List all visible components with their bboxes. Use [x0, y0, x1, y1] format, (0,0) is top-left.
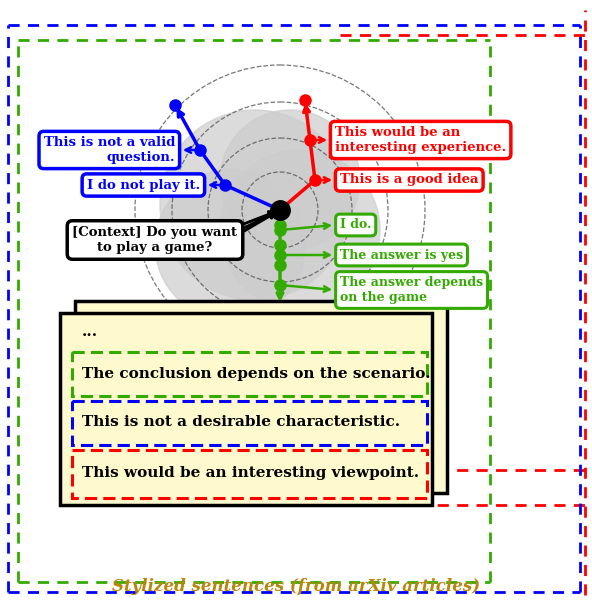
- Text: The conclusion depends on the scenario.: The conclusion depends on the scenario.: [82, 367, 430, 381]
- Circle shape: [160, 110, 350, 300]
- Text: ...: ...: [82, 325, 98, 339]
- Text: This is a good idea: This is a good idea: [340, 173, 478, 187]
- Text: This would be an
interesting experience.: This would be an interesting experience.: [335, 126, 506, 154]
- FancyBboxPatch shape: [75, 301, 447, 493]
- Circle shape: [220, 110, 360, 250]
- Circle shape: [155, 170, 305, 320]
- Text: This would be an interesting viewpoint.: This would be an interesting viewpoint.: [82, 466, 419, 480]
- Text: Stylized sentences (from arXiv articles): Stylized sentences (from arXiv articles): [112, 578, 480, 595]
- Text: The answer is yes: The answer is yes: [340, 248, 463, 262]
- Text: This is not a valid
question.: This is not a valid question.: [44, 136, 175, 164]
- Text: I do.: I do.: [340, 218, 371, 232]
- Text: The answer depends
on the game: The answer depends on the game: [340, 276, 483, 304]
- Text: I do not play it.: I do not play it.: [87, 179, 200, 191]
- Text: [Context] Do you want
to play a game?: [Context] Do you want to play a game?: [72, 226, 237, 254]
- Circle shape: [220, 150, 380, 310]
- FancyBboxPatch shape: [60, 313, 432, 505]
- Text: This is not a desirable characteristic.: This is not a desirable characteristic.: [82, 415, 400, 429]
